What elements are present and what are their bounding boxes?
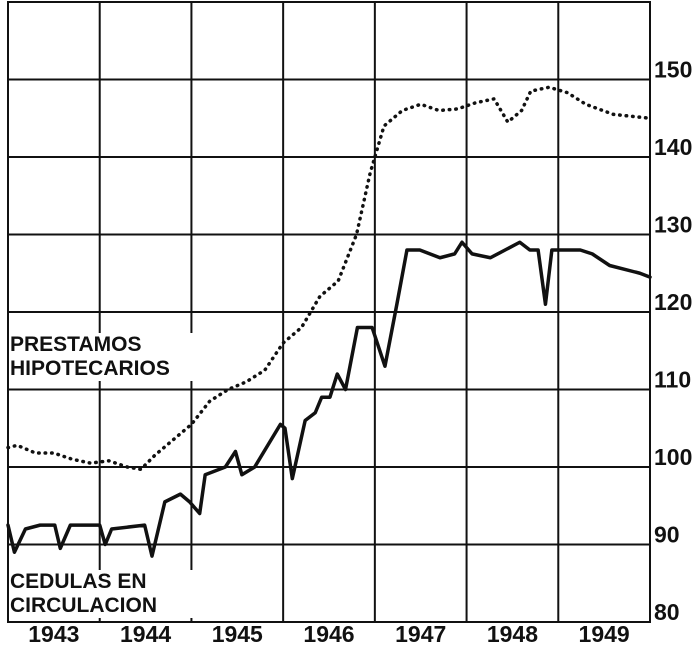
y-tick-label: 90 [654, 522, 680, 548]
x-tick-label: 1947 [395, 621, 446, 647]
y-tick-label: 100 [654, 444, 692, 470]
x-tick-label: 1948 [487, 621, 538, 647]
x-tick-label: 1944 [120, 621, 171, 647]
series-line [6, 240, 652, 558]
y-tick-label: 140 [654, 134, 692, 160]
series-line [6, 85, 652, 472]
series-label: CEDULAS EN CIRCULACION [10, 570, 200, 618]
series-label: PRESTAMOS HIPOTECARIOS [10, 333, 210, 381]
y-tick-label: 120 [654, 289, 692, 315]
x-tick-label: 1949 [579, 621, 630, 647]
x-tick-label: 1946 [303, 621, 354, 647]
x-tick-label: 1945 [212, 621, 263, 647]
x-tick-label: 1943 [28, 621, 79, 647]
y-tick-label: 80 [654, 599, 680, 625]
y-tick-label: 130 [654, 212, 692, 238]
y-tick-label: 150 [654, 57, 692, 83]
y-tick-label: 110 [654, 367, 691, 393]
